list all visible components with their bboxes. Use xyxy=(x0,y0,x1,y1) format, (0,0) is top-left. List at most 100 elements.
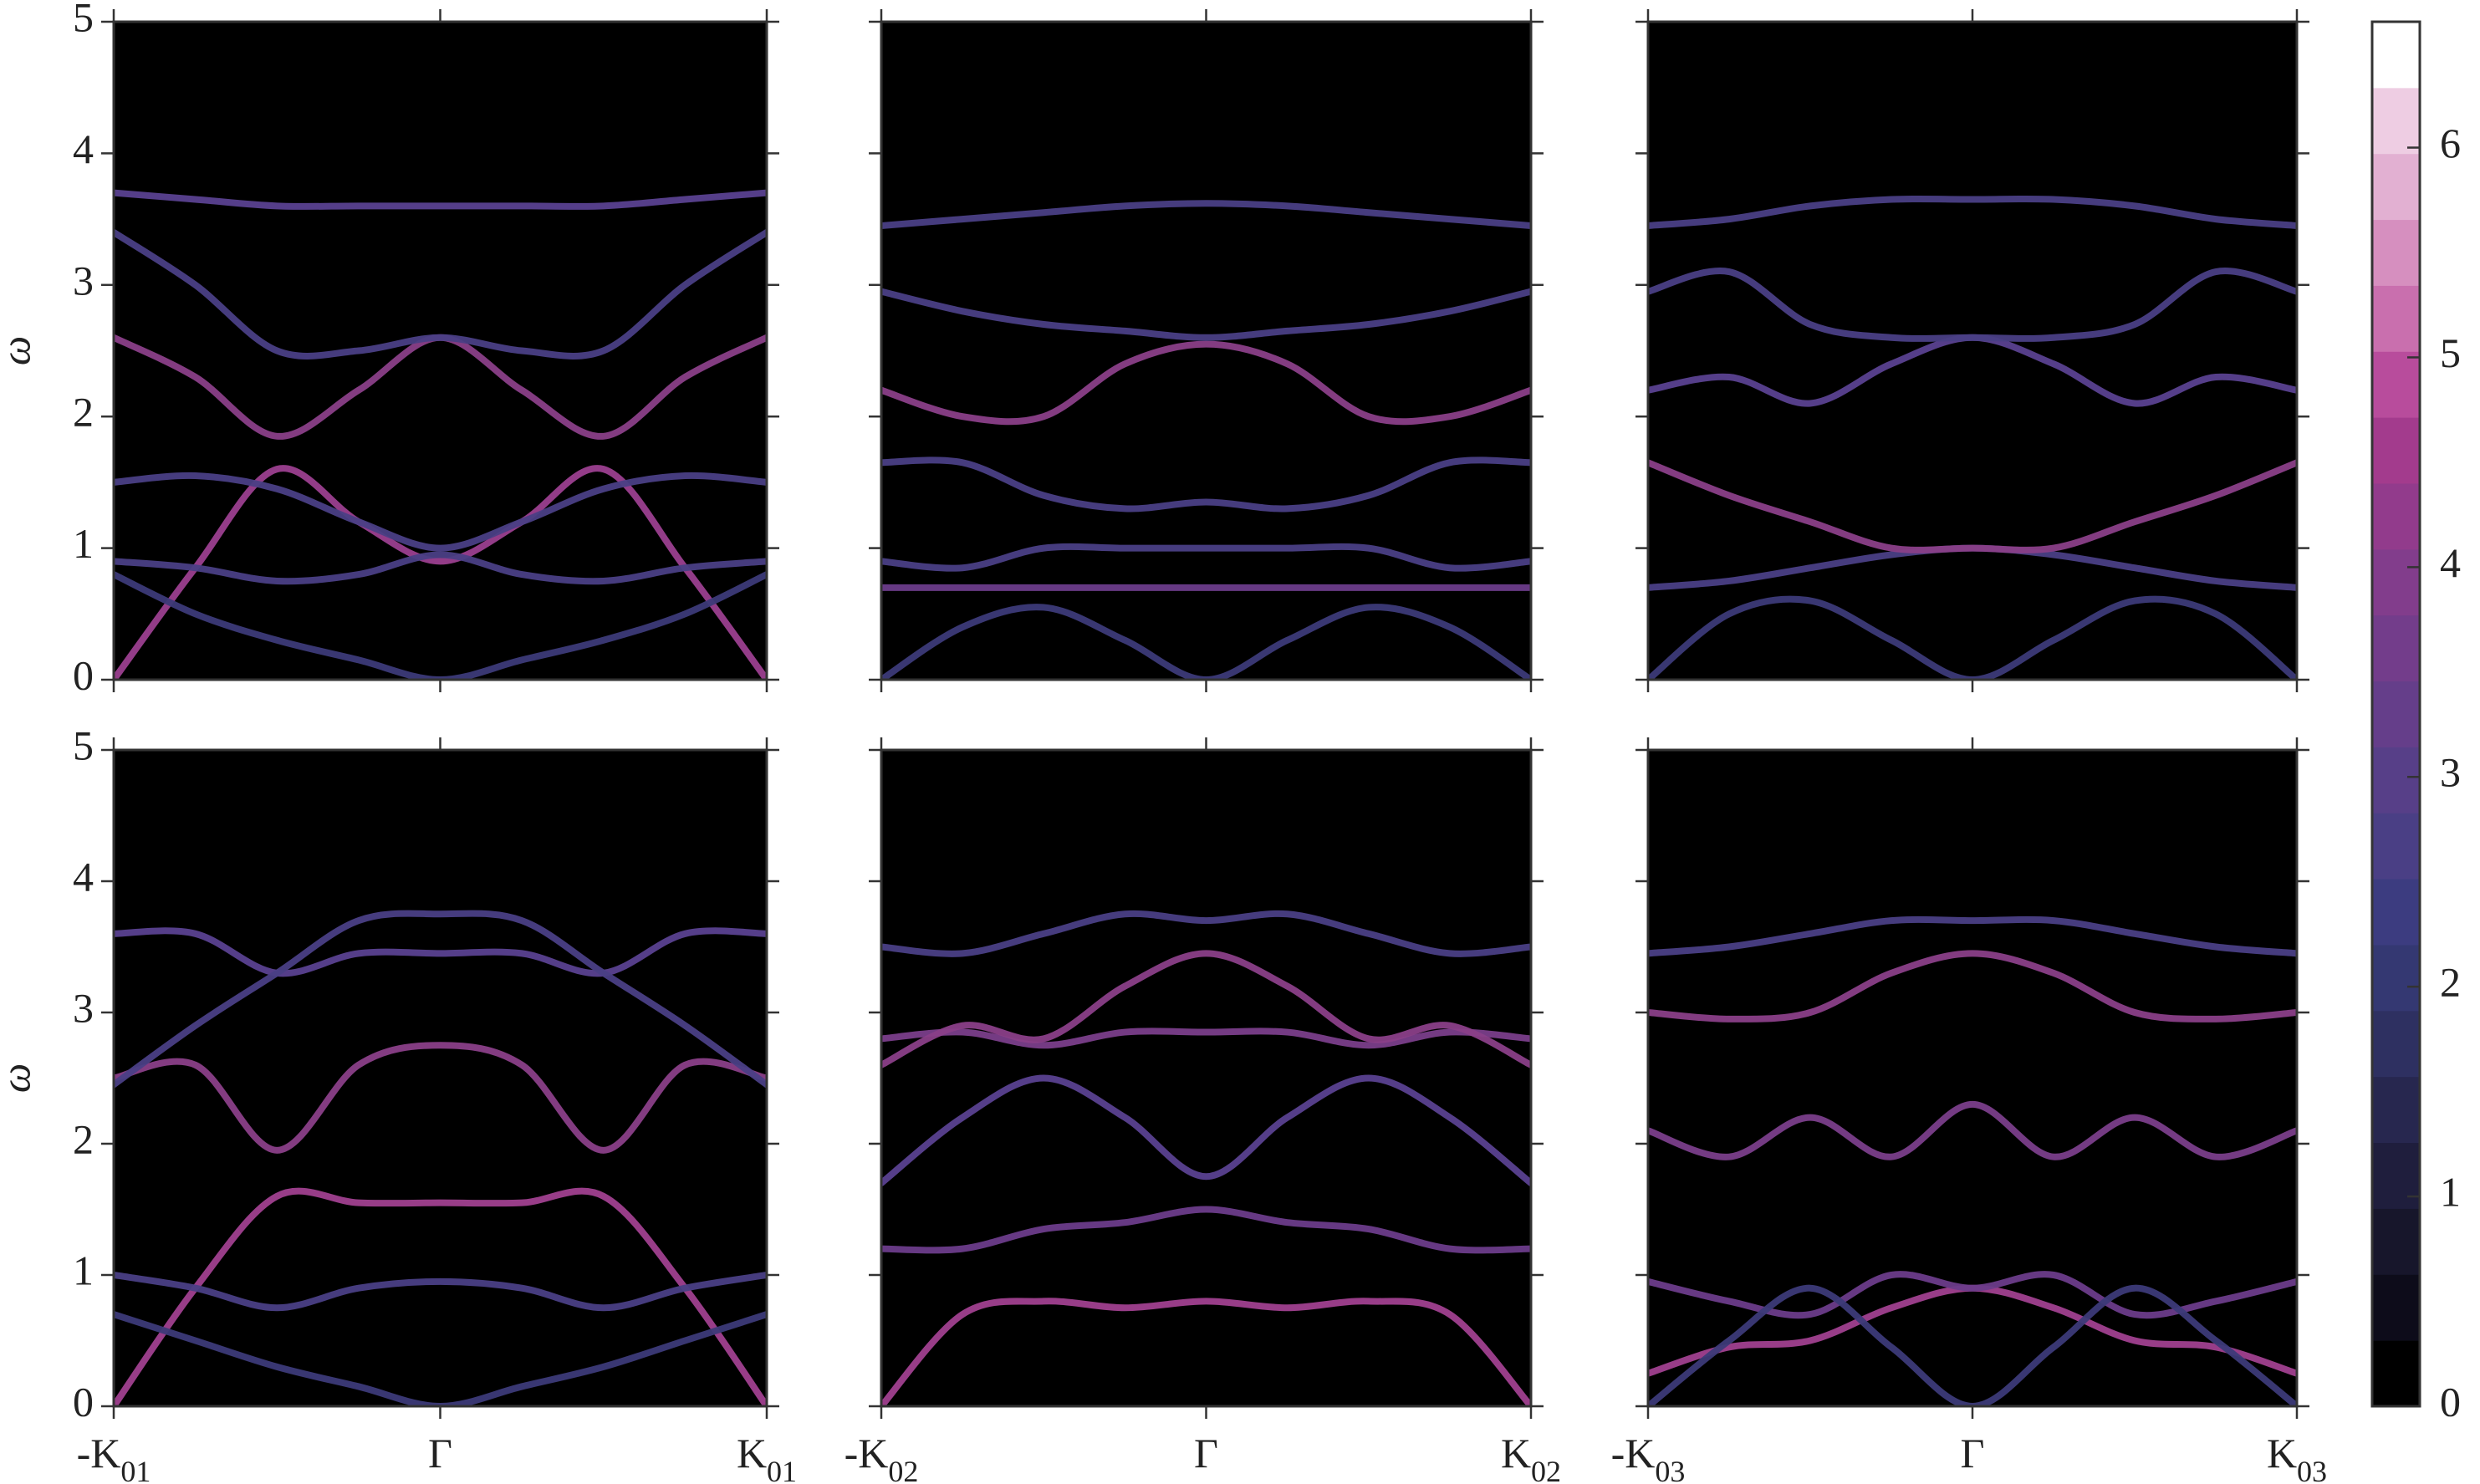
band-line xyxy=(1648,950,2297,1022)
colorbar-segment xyxy=(2372,22,2420,89)
x-tick-subscript: 02 xyxy=(888,1455,918,1484)
colorbar-segment xyxy=(2372,87,2420,155)
band-line xyxy=(114,910,767,1089)
band-line xyxy=(114,228,767,360)
colorbar-segment xyxy=(2372,747,2420,813)
x-tick-subscript: 03 xyxy=(1655,1455,1685,1484)
colorbar-segment xyxy=(2372,1208,2420,1275)
band-line xyxy=(114,1042,767,1154)
band-line xyxy=(881,604,1531,680)
x-tick-subscript: 02 xyxy=(1531,1455,1561,1484)
colorbar-tick-label: 0 xyxy=(2440,1378,2461,1425)
x-tick-text: Γ xyxy=(1194,1430,1218,1476)
colorbar-segment xyxy=(2372,285,2420,352)
band-line xyxy=(1648,268,2297,342)
x-tick-text: K xyxy=(2267,1430,2297,1476)
colorbar-segment xyxy=(2372,219,2420,286)
colorbar-tick-label: 3 xyxy=(2440,749,2461,796)
y-tick-label: 5 xyxy=(73,0,94,40)
band-line xyxy=(1648,195,2297,229)
x-tick-subscript: 01 xyxy=(120,1455,151,1484)
colorbar-segment xyxy=(2372,153,2420,221)
x-tick-text: K xyxy=(1501,1430,1531,1476)
x-tick-text: K xyxy=(737,1430,767,1476)
colorbar-segment xyxy=(2372,681,2420,747)
bands xyxy=(881,910,1531,1406)
band-line xyxy=(1648,595,2297,680)
band-line xyxy=(881,456,1531,513)
band-line xyxy=(881,1206,1531,1254)
colorbar-frame xyxy=(2370,20,2421,1408)
colorbar-segment xyxy=(2372,1076,2420,1144)
band-line xyxy=(114,1272,767,1312)
colorbar-segment xyxy=(2372,1010,2420,1078)
band-line xyxy=(881,288,1531,341)
x-tick-text: Γ xyxy=(1961,1430,1985,1476)
band-line xyxy=(114,472,767,552)
colorbar-segment xyxy=(2372,615,2420,682)
x-tick-label: Γ xyxy=(428,1430,452,1476)
colorbar-segment xyxy=(2372,945,2420,1012)
band-line xyxy=(881,1074,1531,1187)
band-line xyxy=(881,543,1531,572)
band-line xyxy=(1648,1100,2297,1160)
colorbar-segment xyxy=(2372,417,2420,484)
x-tick-label: Γ xyxy=(1194,1430,1218,1476)
y-tick-label: 1 xyxy=(73,520,94,567)
band-line xyxy=(114,571,767,680)
bands xyxy=(881,200,1531,680)
colorbar-tick-label: 5 xyxy=(2440,329,2461,376)
band-line xyxy=(881,1028,1531,1049)
bands xyxy=(1648,915,2297,1406)
plot-background xyxy=(881,22,1531,680)
band-line xyxy=(881,950,1531,1068)
y-tick-label: 2 xyxy=(73,389,94,436)
plot-background xyxy=(881,750,1531,1406)
band-line xyxy=(114,927,767,977)
x-tick-text: Γ xyxy=(428,1430,452,1476)
x-tick-label: K01 xyxy=(737,1430,797,1484)
band-line xyxy=(114,1187,767,1406)
band-line xyxy=(881,1298,1531,1406)
y-tick-label: 3 xyxy=(73,984,94,1031)
colorbar-tick-label: 6 xyxy=(2440,120,2461,166)
x-tick-label: K03 xyxy=(2267,1430,2327,1484)
colorbar-segment xyxy=(2372,1142,2420,1209)
y-tick-label: 2 xyxy=(73,1115,94,1162)
band-line xyxy=(881,910,1531,957)
y-axis-label: ω xyxy=(0,336,38,365)
y-tick-label: 0 xyxy=(73,1378,94,1425)
band-line xyxy=(114,189,767,210)
x-tick-text: -K xyxy=(77,1430,121,1476)
plot-background xyxy=(1648,750,2297,1406)
x-tick-label: K02 xyxy=(1501,1430,1561,1484)
x-tick-label: -K03 xyxy=(1611,1430,1686,1484)
band-line xyxy=(114,465,767,680)
band-line xyxy=(1648,459,2297,553)
band-line xyxy=(881,340,1531,426)
x-tick-subscript: 01 xyxy=(767,1455,797,1484)
bands xyxy=(1648,195,2297,680)
x-tick-text: -K xyxy=(1611,1430,1656,1476)
x-tick-label: Γ xyxy=(1961,1430,1985,1476)
colorbar-segment xyxy=(2372,1340,2420,1407)
colorbar-segment xyxy=(2372,351,2420,418)
x-tick-text: -K xyxy=(845,1430,889,1476)
colorbar-segment xyxy=(2372,879,2420,946)
colorbar-tick-label: 1 xyxy=(2440,1169,2461,1216)
band-line xyxy=(114,1311,767,1406)
band-line xyxy=(1648,1271,2297,1319)
colorbar-segment xyxy=(2372,483,2420,550)
bands xyxy=(114,910,767,1406)
y-tick-label: 4 xyxy=(73,125,94,172)
band-line xyxy=(1648,1284,2297,1406)
x-tick-subscript: 03 xyxy=(2297,1455,2327,1484)
plot-background xyxy=(114,22,767,680)
y-tick-label: 3 xyxy=(73,257,94,303)
band-line xyxy=(1648,915,2297,957)
y-tick-label: 1 xyxy=(73,1247,94,1293)
y-tick-label: 4 xyxy=(73,853,94,900)
colorbar-segment xyxy=(2372,1274,2420,1341)
colorbar-tick-label: 4 xyxy=(2440,539,2461,586)
